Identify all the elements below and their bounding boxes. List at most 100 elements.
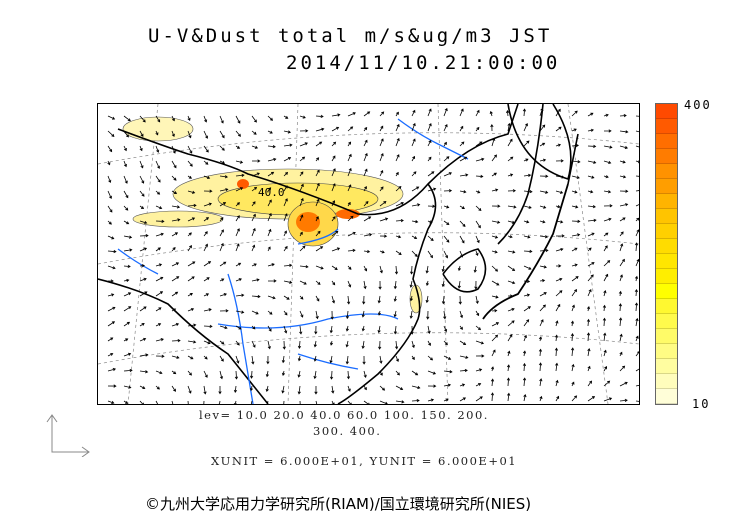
colorbar-band [656,344,677,359]
wind-arrow [219,130,225,139]
wind-arrow [171,205,181,209]
wind-arrow [155,219,165,223]
wind-arrow [219,340,225,345]
colorbar-band [656,179,677,194]
wind-arrow [283,310,288,316]
wind-arrow [475,109,480,117]
wind-arrow [203,340,211,345]
wind-arrow [267,228,272,237]
wind-arrow [345,310,350,320]
wind-arrow [635,130,645,135]
wind-arrow [315,216,319,222]
wind-arrow [459,235,465,244]
wind-arrow [187,232,192,237]
wind-arrow [571,143,580,148]
colorbar-max-label: 400 [684,98,712,112]
wind-arrow [123,220,130,225]
wind-arrow [587,128,595,132]
wind-arrow [443,398,449,402]
wind-arrow [395,111,399,117]
wind-arrow [123,338,129,342]
wind-arrow [411,109,416,117]
wind-arrow [570,333,575,342]
wind-arrow [331,295,336,304]
wind-arrow [187,323,197,327]
wind-arrow [507,320,515,327]
wind-arrow [283,157,292,162]
wind-arrow [267,144,276,149]
wind-arrow [283,143,293,147]
wind-arrow [203,130,209,139]
wind-arrow [267,295,276,300]
wind-arrow [523,306,531,312]
wind-arrow [281,355,285,364]
wind-arrow [587,144,597,148]
wind-arrow [523,190,533,194]
wind-arrow [249,400,253,408]
wind-arrow [555,205,561,209]
wind-arrow [427,370,437,375]
wind-arrow [299,171,304,177]
wind-arrow [395,400,405,404]
wind-arrow [363,280,367,290]
wind-arrow [603,380,611,387]
wind-arrow [395,201,404,207]
wind-arrow [555,190,564,194]
wind-arrow [107,279,114,283]
wind-arrow [203,293,210,297]
wind-arrow [635,202,643,207]
wind-arrow [459,141,465,147]
wind-arrow [507,334,513,342]
wind-arrow [554,334,559,342]
wind-arrow [619,203,629,207]
wind-arrow [187,276,195,282]
wind-arrow [202,400,206,409]
wind-arrow [571,381,575,387]
wind-arrow [331,265,338,270]
wind-arrow [603,160,612,164]
wind-arrow [379,186,384,192]
wind-arrow [123,385,132,389]
wind-arrow [297,355,302,362]
wind-arrow [443,189,453,193]
wind-arrow [507,294,514,298]
wind-arrow [507,350,511,357]
wind-arrow [347,153,352,162]
wind-arrow [555,303,561,312]
wind-arrow [107,115,116,120]
wind-arrow [603,175,609,179]
wind-arrow [171,232,179,237]
wind-arrow [427,156,432,162]
wind-arrow [427,250,433,259]
wind-arrow [587,348,591,357]
wind-arrow [443,205,450,209]
wind-arrow [459,220,466,228]
wind-arrow [490,378,495,387]
wind-arrow [443,107,448,117]
wind-arrow [155,263,163,267]
wind-arrow [635,229,640,237]
wind-arrow [459,397,467,402]
wind-arrow [235,243,240,252]
colorbar-band [656,389,677,404]
wind-arrow [555,126,562,132]
wind-arrow [539,190,549,194]
wind-arrow [539,158,547,162]
wind-arrow [219,309,229,313]
wind-arrow [219,217,224,222]
wind-arrow [555,379,559,387]
wind-arrow [107,353,114,357]
wind-arrow [187,115,191,122]
wind-arrow [203,160,209,165]
wind-arrow [123,278,130,283]
wind-arrow [299,245,306,252]
wind-arrow [379,370,383,376]
wind-arrow [427,398,435,402]
wind-arrow [155,385,160,390]
wind-arrow [395,385,404,391]
wind-arrow [299,310,304,318]
wind-arrow [139,234,149,238]
wind-arrow [315,246,324,252]
wind-arrow [555,277,563,282]
wind-arrow [491,188,499,192]
